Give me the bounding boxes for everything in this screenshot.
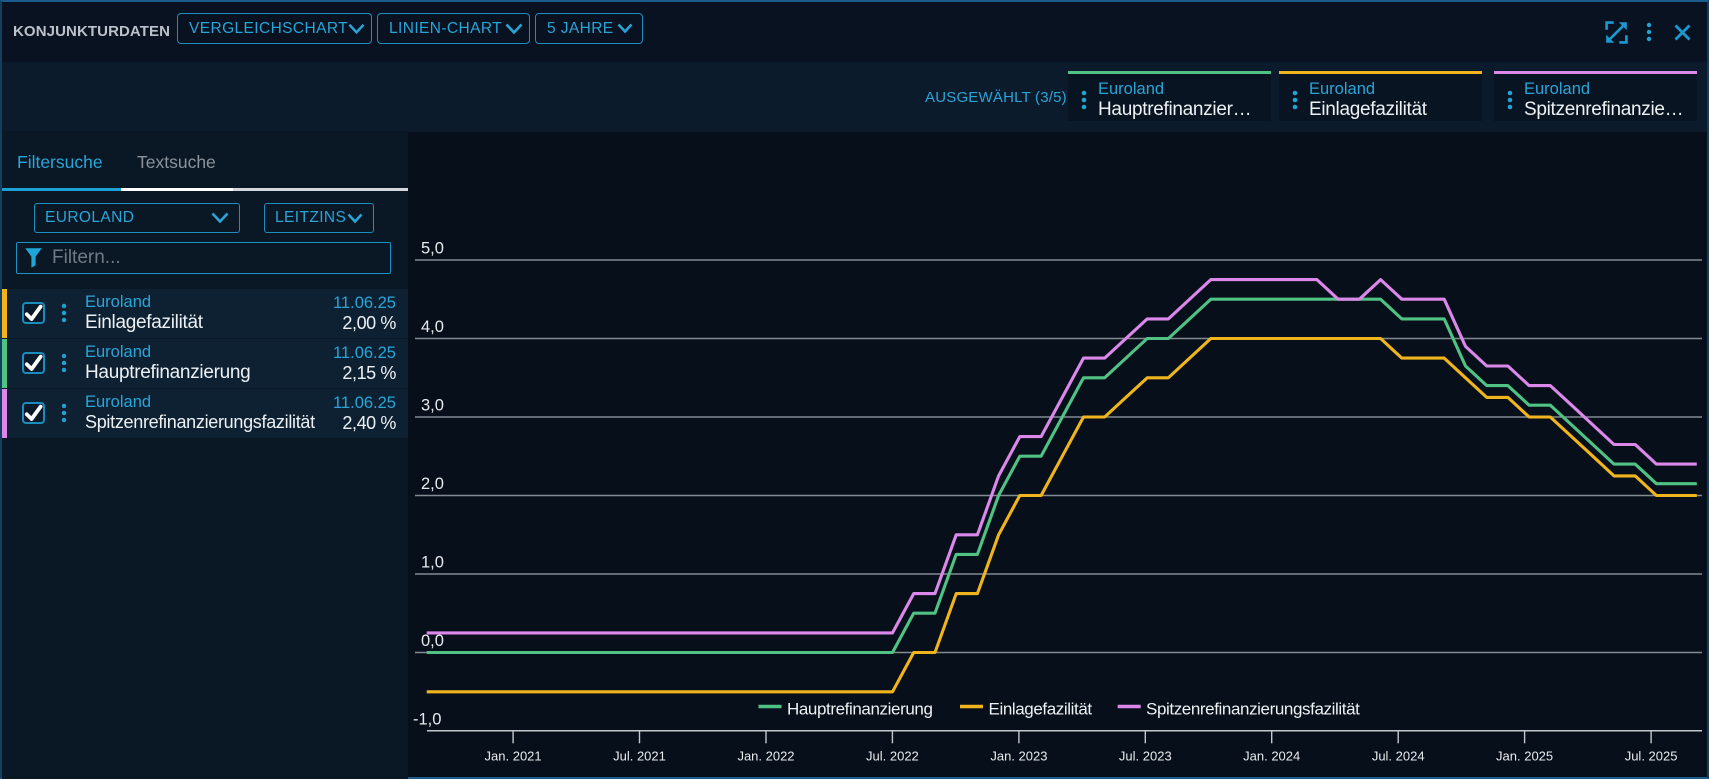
svg-text:0,0: 0,0 — [421, 632, 444, 650]
svg-text:Hauptrefinanzierung: Hauptrefinanzierung — [787, 700, 933, 719]
svg-text:Jan. 2024: Jan. 2024 — [1243, 748, 1300, 763]
svg-text:4,0: 4,0 — [421, 318, 444, 336]
svg-text:Jul. 2025: Jul. 2025 — [1625, 748, 1678, 763]
svg-text:Jul. 2022: Jul. 2022 — [866, 748, 919, 763]
svg-text:2,0: 2,0 — [421, 475, 444, 493]
svg-text:1,0: 1,0 — [421, 554, 444, 572]
svg-text:Jan. 2025: Jan. 2025 — [1496, 748, 1553, 763]
svg-text:-1,0: -1,0 — [413, 711, 441, 729]
svg-text:3,0: 3,0 — [421, 397, 444, 415]
svg-text:Jul. 2021: Jul. 2021 — [613, 748, 666, 763]
svg-text:Jan. 2022: Jan. 2022 — [737, 748, 794, 763]
svg-text:Jan. 2021: Jan. 2021 — [485, 748, 542, 763]
svg-text:Jan. 2023: Jan. 2023 — [990, 748, 1047, 763]
svg-text:Jul. 2023: Jul. 2023 — [1119, 748, 1172, 763]
svg-text:Einlagefazilität: Einlagefazilität — [989, 700, 1093, 719]
svg-text:Spitzenrefinanzierungsfazilitä: Spitzenrefinanzierungsfazilität — [1146, 700, 1360, 719]
svg-text:Jul. 2024: Jul. 2024 — [1372, 748, 1425, 763]
svg-text:5,0: 5,0 — [421, 240, 444, 258]
